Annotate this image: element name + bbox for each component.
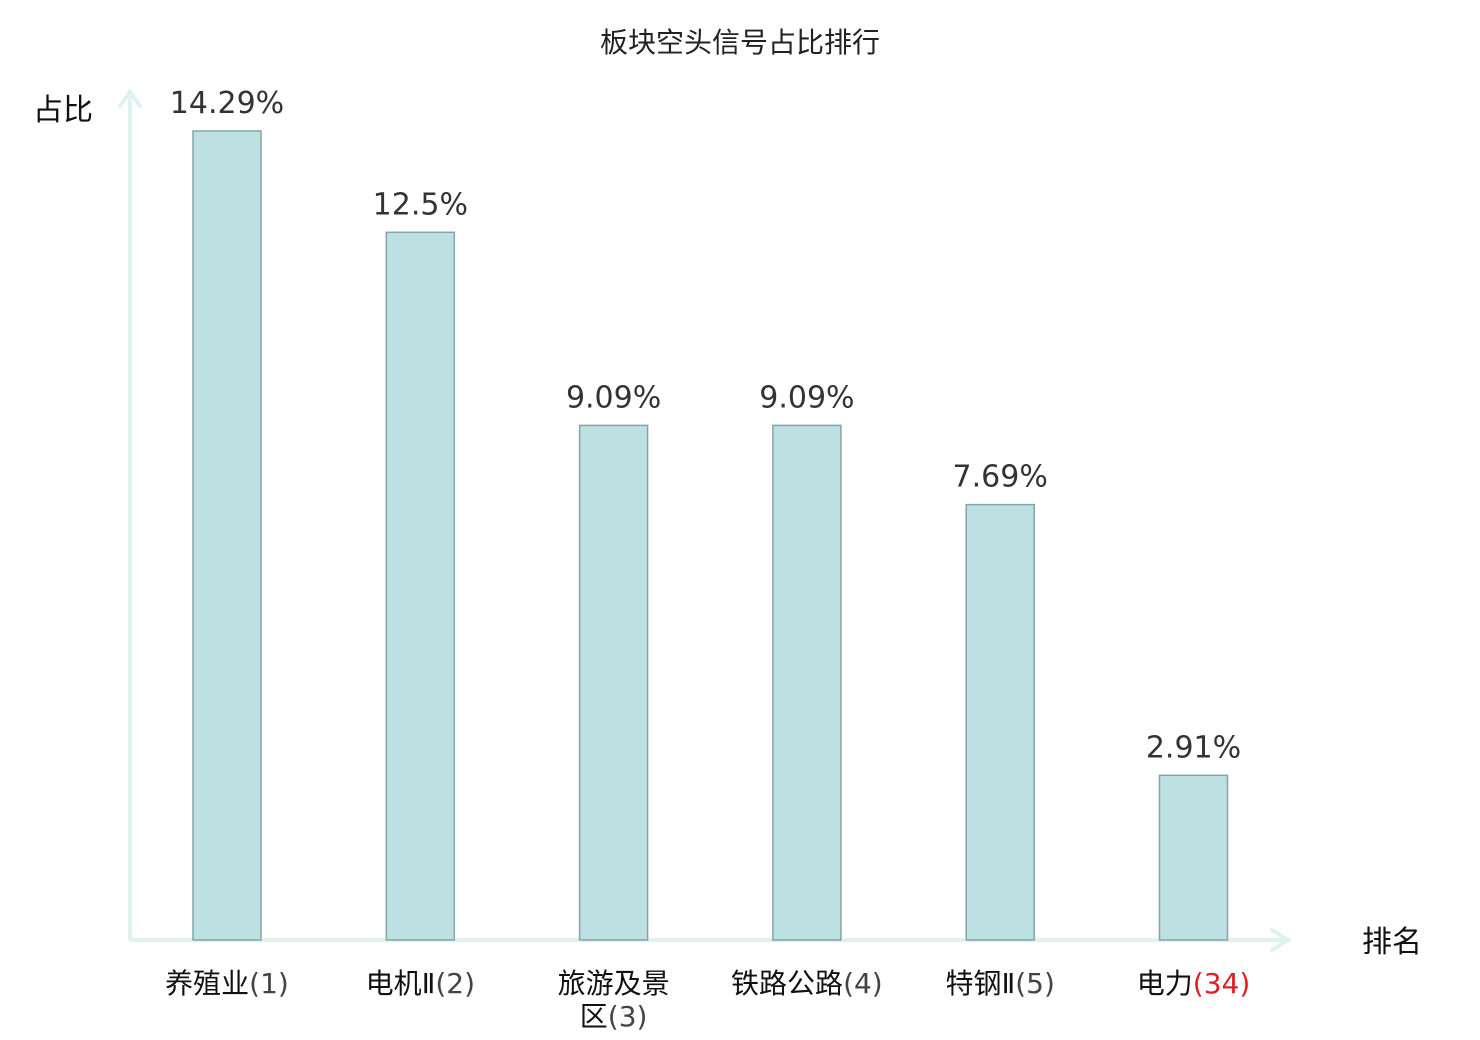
value-label-4: 9.09% bbox=[759, 380, 854, 415]
category-name-5: 特钢Ⅱ bbox=[945, 967, 1015, 1000]
category-name-3-tail: 区 bbox=[580, 1000, 608, 1033]
category-name-4: 铁路公路 bbox=[731, 967, 843, 1000]
category-rank-2: (2) bbox=[435, 967, 475, 1000]
bar-4 bbox=[772, 424, 842, 941]
x-axis bbox=[130, 928, 1292, 952]
category-label-4: 铁路公路(4) bbox=[731, 967, 883, 1000]
x-axis-label: 排名 bbox=[1362, 925, 1422, 960]
category-label-3-line1: 旅游及景 bbox=[558, 967, 670, 1000]
value-label-5: 7.69% bbox=[953, 460, 1048, 495]
category-label-5: 特钢Ⅱ(5) bbox=[945, 967, 1054, 1000]
category-rank-3: (3) bbox=[608, 1000, 648, 1033]
value-label-2: 12.5% bbox=[373, 187, 468, 222]
category-rank-5: (5) bbox=[1015, 967, 1055, 1000]
category-label-3-line2: 区(3) bbox=[580, 1000, 648, 1033]
chart-title: 板块空头信号占比排行 bbox=[600, 26, 880, 59]
y-axis-label: 占比 bbox=[33, 93, 93, 128]
value-labels-group: 14.29% 12.5% 9.09% 9.09% 7.69% 2.91% bbox=[170, 86, 1241, 765]
value-label-1: 14.29% bbox=[170, 86, 284, 121]
category-rank-1: (1) bbox=[249, 967, 289, 1000]
value-label-3: 9.09% bbox=[566, 380, 661, 415]
y-axis bbox=[118, 88, 142, 940]
category-label-6: 电力(34) bbox=[1137, 967, 1251, 1000]
category-name-1: 养殖业 bbox=[165, 967, 249, 1000]
category-rank-6: (34) bbox=[1193, 967, 1250, 1000]
bar-1 bbox=[192, 130, 262, 941]
category-name-6: 电力 bbox=[1137, 967, 1193, 1000]
bar-2 bbox=[385, 231, 456, 941]
value-label-6: 2.91% bbox=[1146, 730, 1241, 765]
bar-3 bbox=[578, 424, 649, 941]
category-label-2: 电机Ⅱ(2) bbox=[366, 967, 475, 1000]
bar-5 bbox=[965, 503, 1035, 941]
category-name-2: 电机Ⅱ bbox=[366, 967, 436, 1000]
bars-group bbox=[192, 130, 1229, 941]
bar-6 bbox=[1158, 774, 1229, 941]
category-rank-4: (4) bbox=[843, 967, 883, 1000]
category-label-1: 养殖业(1) bbox=[165, 967, 289, 1000]
